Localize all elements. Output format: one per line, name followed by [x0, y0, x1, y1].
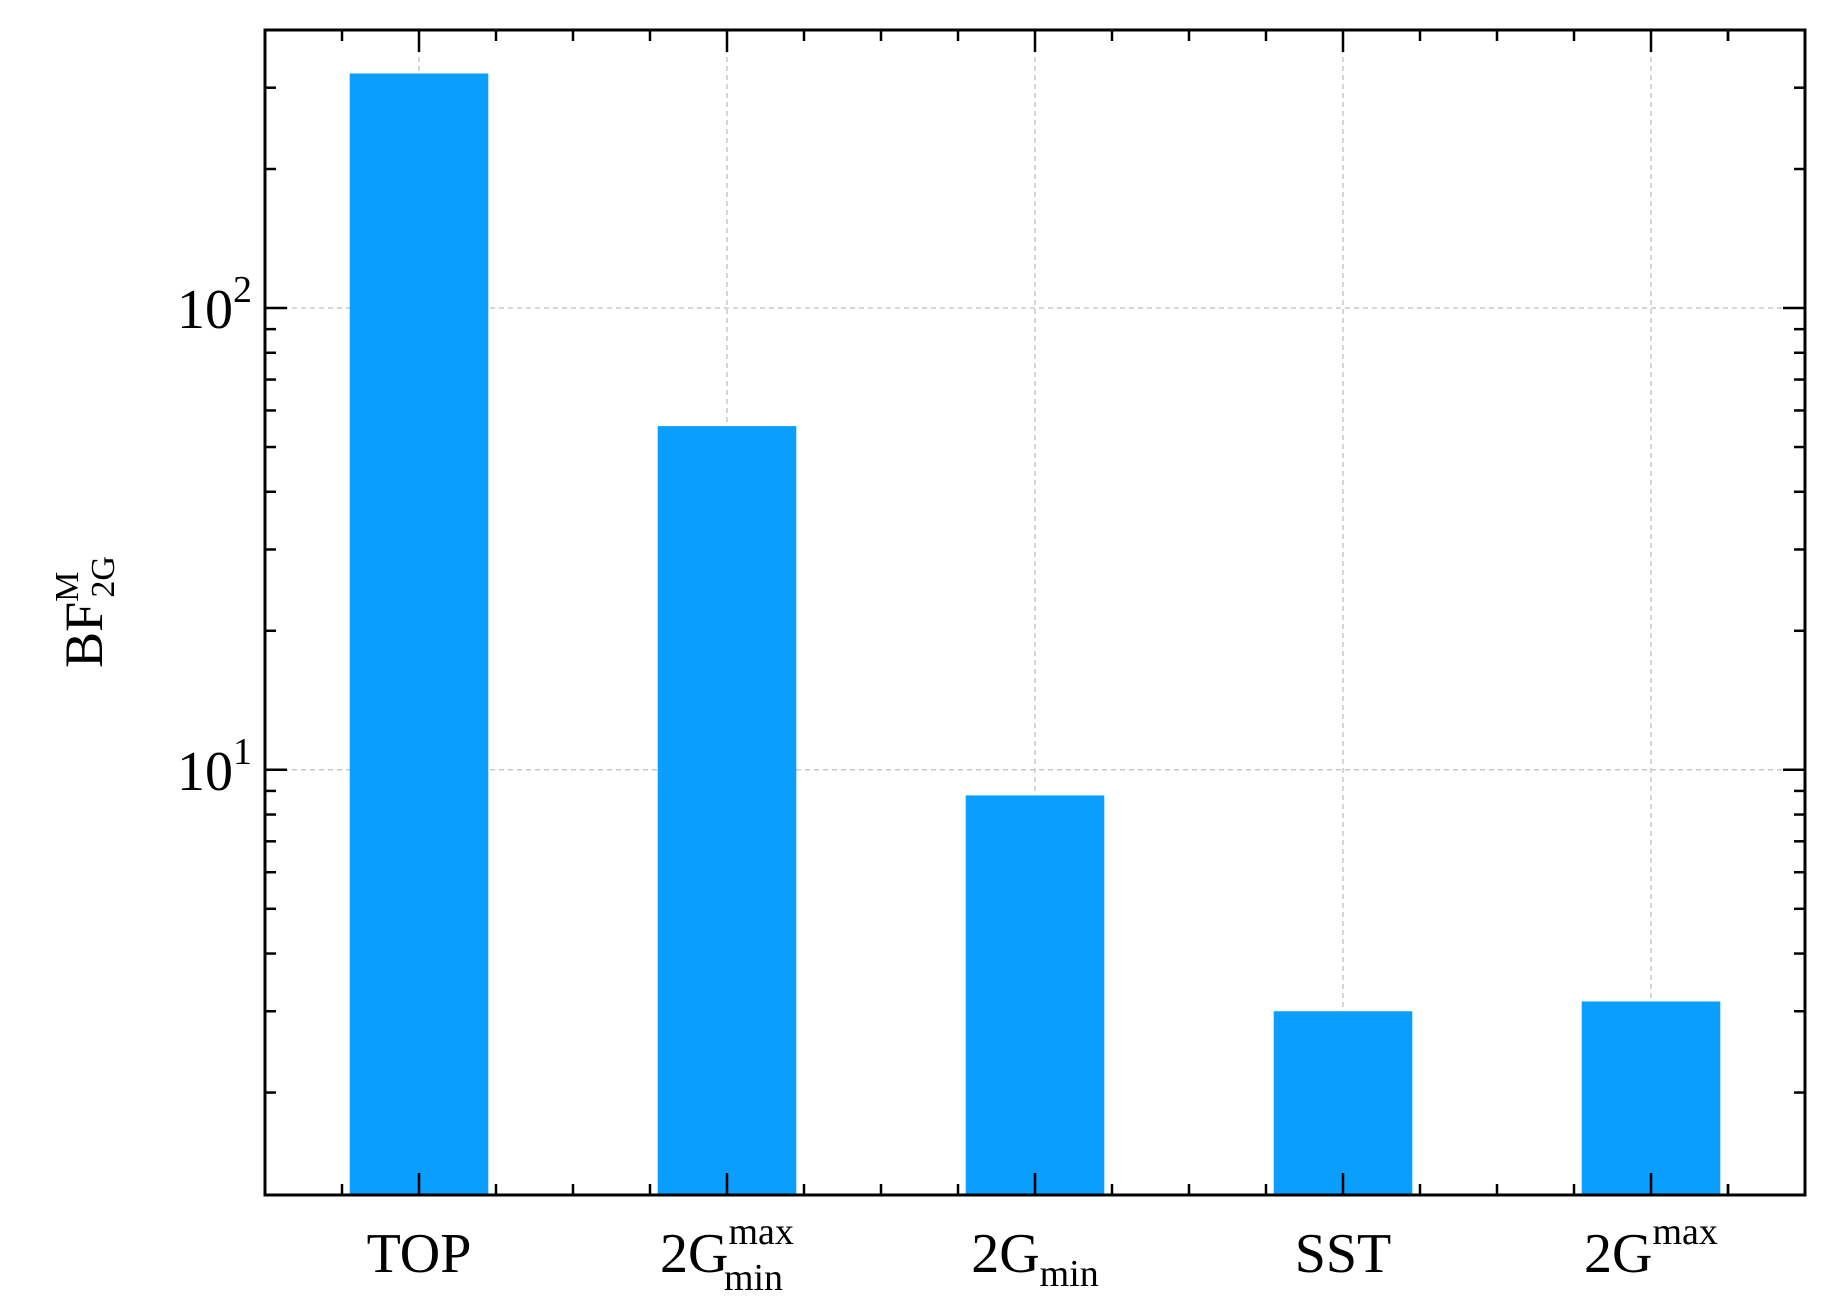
- y-tick-label-base-1: 10: [177, 279, 233, 341]
- x-tick-label-sup-4: max: [1653, 1211, 1718, 1253]
- x-tick-label-3: SST: [1295, 1223, 1392, 1285]
- x-tick-label-2: 2Gmin: [971, 1223, 1099, 1295]
- x-tick-label-sub-2: min: [1040, 1253, 1099, 1295]
- y-axis-label-sup: M: [49, 572, 86, 602]
- x-tick-label-0: TOP: [367, 1223, 472, 1285]
- x-tick-label-main-0: TOP: [367, 1223, 472, 1285]
- x-tick-label-sup-1: max: [729, 1211, 794, 1253]
- plot-frame: [263, 28, 1807, 1197]
- x-tick-label-main-3: SST: [1295, 1223, 1392, 1285]
- bar-3: [1273, 1011, 1413, 1195]
- x-tick-label-main-4: 2G: [1584, 1223, 1652, 1285]
- x-tick-labels: TOP 2Gmax min 2Gmin SST 2Gmax: [367, 1211, 1718, 1299]
- bar-2: [965, 795, 1105, 1195]
- x-tick-label-4: 2Gmax: [1584, 1211, 1718, 1285]
- x-tick-label-sub-1: min: [724, 1257, 783, 1299]
- y-tick-label-1: 102: [177, 269, 252, 341]
- y-tick-label-0: 101: [177, 731, 252, 803]
- bar-1: [657, 426, 797, 1195]
- bar-4: [1581, 1001, 1721, 1195]
- axis-ticks: [265, 28, 1805, 1195]
- x-tick-label-main-2: 2G: [971, 1223, 1039, 1285]
- y-tick-label-exp-0: 1: [233, 731, 252, 773]
- y-tick-label-exp-1: 2: [233, 269, 252, 311]
- grid-lines: [265, 30, 1805, 1195]
- y-tick-label-base-0: 10: [177, 741, 233, 803]
- y-axis-label: BFM2G: [49, 556, 122, 668]
- bars: [349, 73, 1721, 1196]
- x-tick-label-1: 2Gmax min: [660, 1211, 794, 1299]
- y-axis-label-sub: 2G: [85, 556, 122, 598]
- y-axis-label-main: BF: [54, 602, 114, 668]
- x-tick-label-main-1: 2G: [660, 1223, 728, 1285]
- bar-0: [349, 73, 489, 1196]
